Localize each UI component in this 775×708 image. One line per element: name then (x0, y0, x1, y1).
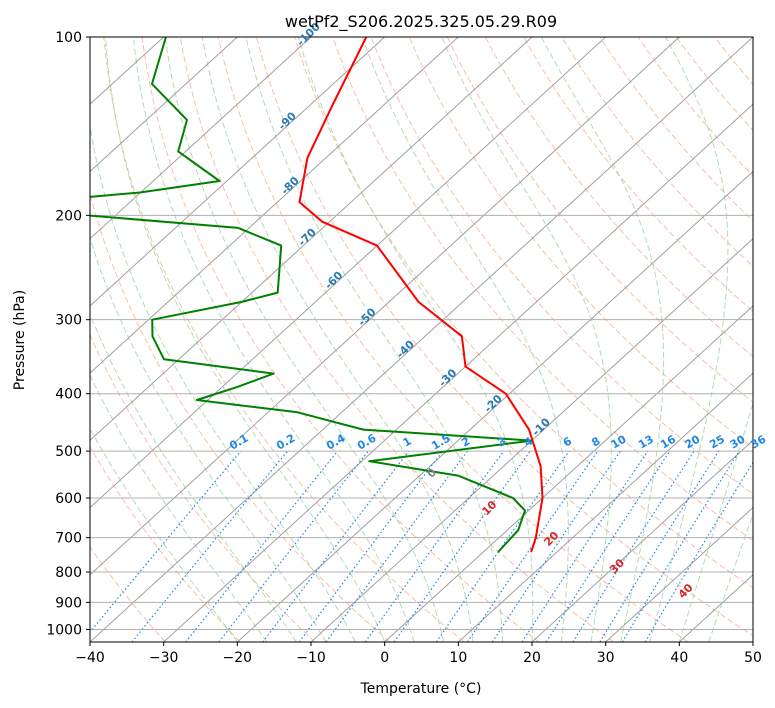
isotherm (90, 37, 386, 307)
isotherm (90, 37, 607, 509)
isotherm (90, 37, 238, 173)
mixing-ratio-line (467, 450, 599, 642)
isotherm (384, 305, 753, 642)
x-axis-label: Temperature (°C) (360, 681, 482, 697)
mixing-ratio-line (185, 450, 339, 642)
moist-adiabat (90, 374, 268, 642)
dewpoint-profile (90, 37, 533, 553)
plot-frame (89, 36, 754, 643)
dry-adiabat (141, 37, 540, 642)
isotherm (605, 506, 753, 642)
x-tick-label: −30 (149, 650, 179, 666)
y-tick-label: 300 (55, 313, 82, 329)
x-tick-label: 20 (523, 650, 541, 666)
chart-title: wetPf2_S206.2025.325.05.29.R09 (285, 12, 557, 32)
isotherm (90, 37, 680, 576)
dry-adiabat (484, 37, 753, 358)
dry-adiabat (332, 37, 753, 542)
dry-adiabat (256, 37, 753, 637)
dry-adiabat (217, 37, 689, 642)
mixing-ratio-line (621, 450, 740, 642)
dry-adiabat (90, 192, 390, 642)
isotherm (236, 170, 753, 642)
isotherm (90, 37, 533, 442)
y-tick-label: 600 (55, 491, 82, 507)
dry-adiabat (523, 37, 753, 313)
moist-adiabat (361, 37, 569, 642)
mixing-ratio-line (644, 461, 753, 642)
axes: 0.1 0.2 0.4 0.6 1 1.5 2 3 4 6 8 10 13 16 20 25 30 36-100-… (46, 20, 768, 666)
y-tick-label: 700 (55, 531, 82, 547)
moist-adiabat (540, 37, 664, 642)
dry-adiabat (103, 37, 465, 642)
moist-adiabat (297, 37, 534, 642)
x-tick-label: −20 (223, 650, 253, 666)
moist-adiabat (90, 236, 327, 642)
dry-adiabat (294, 37, 753, 589)
mixing-ratio-line (393, 450, 531, 642)
y-axis-label: Pressure (hPa) (12, 290, 28, 390)
temperature-profile (298, 37, 544, 553)
mixing-ratio-line (545, 450, 671, 642)
y-tick-label: 900 (55, 595, 82, 611)
moist-adiabat (441, 37, 612, 642)
dry-adiabat (599, 37, 753, 222)
dry-adiabat (370, 37, 753, 495)
moist-adiabat (105, 37, 386, 642)
isotherm (163, 103, 753, 642)
x-tick-label: −40 (75, 650, 105, 666)
x-tick-label: −10 (296, 650, 326, 666)
mixing-ratio-line (90, 450, 242, 634)
mixing-ratio-line (262, 450, 410, 642)
moist-adiabat (90, 312, 297, 642)
isotherm (90, 37, 459, 374)
isotherm (457, 372, 753, 642)
mixing-ratio-line (131, 450, 289, 642)
x-tick-label: 50 (744, 650, 762, 666)
moist-adiabat (245, 37, 503, 642)
mixing-ratio-line (572, 450, 695, 642)
isotherm (531, 439, 753, 642)
dry-adiabat (561, 37, 753, 267)
y-tick-label: 800 (55, 565, 82, 581)
y-tick-label: 200 (55, 208, 82, 224)
y-tick-label: 400 (55, 387, 82, 403)
moist-adiabat (90, 427, 238, 642)
x-tick-label: 10 (449, 650, 467, 666)
moist-adiabat (164, 37, 445, 642)
x-tick-label: 30 (597, 650, 615, 666)
dry-adiabat (446, 37, 753, 403)
x-tick-label: 40 (670, 650, 688, 666)
dry-adiabat (408, 37, 753, 449)
dry-adiabat (90, 333, 316, 642)
isotherm (310, 237, 753, 642)
y-tick-label: 500 (55, 444, 82, 460)
moist-adiabat (678, 401, 753, 642)
dry-adiabat (179, 37, 614, 642)
x-tick-label: 0 (380, 650, 389, 666)
isotherm (90, 37, 312, 240)
mixing-ratio-line (599, 450, 720, 642)
y-tick-label: 100 (55, 30, 82, 46)
moist-adiabat (649, 37, 729, 642)
moist-adiabat (90, 123, 356, 642)
moist-adiabat (201, 37, 474, 642)
isotherm (90, 37, 753, 642)
mixing-ratio-line (218, 450, 369, 642)
mixing-ratio-line (364, 450, 505, 642)
plot-area (90, 37, 753, 642)
dry-adiabat (637, 37, 753, 177)
y-tick-label: 1000 (46, 622, 82, 638)
